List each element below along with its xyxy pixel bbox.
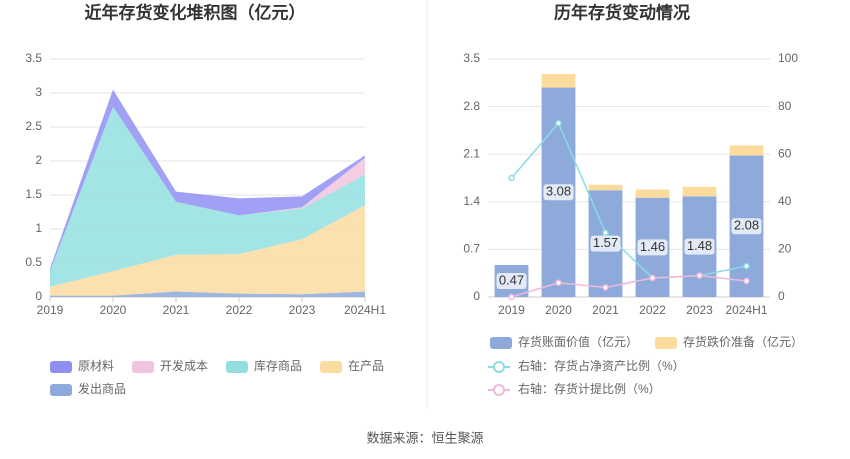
x-tick-label: 2022 [639, 303, 666, 317]
x-tick-label: 2019 [498, 303, 525, 317]
label-bg [590, 235, 621, 252]
legend-label: 右轴：存货占净资产比例（%） [518, 358, 685, 373]
y-tick-label: 3 [35, 85, 42, 99]
label-bg [731, 218, 762, 235]
x-tick-label: 2023 [289, 303, 316, 317]
x-tick-label: 2020 [100, 303, 127, 317]
bar [729, 145, 764, 156]
area [50, 291, 365, 297]
x-tick-label: 2023 [686, 303, 713, 317]
x-tick-label: 2024H1 [725, 303, 767, 317]
legend-swatch [226, 361, 248, 373]
y2-tick-label: 100 [778, 51, 798, 65]
label-bg [496, 273, 527, 289]
legend-label: 库存商品 [254, 358, 302, 373]
line [510, 121, 747, 279]
line-marker [555, 120, 562, 127]
bar [682, 186, 717, 197]
y-tick-label: 1 [35, 221, 42, 235]
y-tick-label: 0.5 [25, 255, 42, 269]
line-marker [508, 174, 515, 182]
chart-title: 历年存货变动情况 [554, 2, 690, 22]
legend-swatch [50, 384, 72, 396]
data-label: 3.08 [546, 184, 571, 199]
y-tick-label: 2.8 [463, 99, 480, 113]
label-bg [543, 184, 574, 201]
y-tick-label: 2 [35, 153, 42, 167]
y-tick-label: 0 [35, 289, 42, 303]
data-label: 0.47 [499, 272, 524, 287]
y2-tick-label: 80 [778, 99, 792, 113]
legend-marker [493, 361, 505, 373]
y2-tick-label: 60 [778, 146, 792, 160]
data-label: 1.46 [640, 239, 665, 254]
legend-label: 开发成本 [160, 358, 208, 373]
legend-swatch [490, 337, 512, 349]
x-tick-label: 2021 [163, 303, 190, 317]
x-tick-label: 2022 [226, 303, 253, 317]
y2-tick-label: 20 [778, 242, 792, 256]
area [50, 106, 365, 287]
bar [635, 189, 670, 198]
data-label: 2.08 [734, 218, 759, 233]
x-tick-label: 2020 [545, 303, 572, 317]
line [511, 274, 747, 298]
legend-label: 原材料 [78, 359, 114, 373]
legend-label: 存货跌价准备（亿元） [683, 334, 803, 349]
line-marker [508, 293, 515, 301]
legend-label: 右轴：存货计提比例（%） [518, 381, 661, 396]
chart-title: 近年存货变化堆积图（亿元） [85, 2, 306, 22]
x-tick-label: 2024H1 [344, 303, 386, 317]
y2-tick-label: 0 [778, 289, 785, 303]
source: 数据来源：恒生聚源 [366, 430, 483, 445]
y-tick-label: 1.4 [463, 194, 480, 208]
x-tick-label: 2021 [592, 303, 619, 317]
y-tick-label: 1.5 [25, 187, 42, 201]
label-bg [637, 239, 668, 256]
legend-swatch [320, 361, 342, 373]
y-tick-label: 3.5 [25, 51, 42, 65]
line-marker [602, 284, 609, 291]
line-marker [743, 262, 750, 270]
line-marker [696, 272, 703, 279]
bar [541, 73, 576, 88]
x-tick-label: 2019 [37, 303, 64, 317]
line-marker [649, 274, 656, 282]
legend-swatch [132, 361, 154, 373]
line-marker [743, 277, 750, 285]
line-marker [555, 279, 562, 286]
legend-label: 存货账面价值（亿元） [518, 334, 638, 349]
bar [588, 184, 623, 191]
area [50, 205, 365, 296]
legend-label: 发出商品 [78, 381, 126, 396]
y-tick-label: 2.5 [25, 119, 42, 133]
data-label: 1.57 [593, 235, 618, 250]
legend-swatch [50, 361, 72, 373]
y-tick-label: 0 [473, 289, 480, 303]
label-bg [684, 238, 715, 255]
y2-tick-label: 40 [778, 194, 792, 208]
data-label: 1.48 [687, 238, 712, 253]
y-tick-label: 3.5 [463, 51, 480, 65]
y-tick-label: 2.1 [463, 146, 480, 160]
legend-swatch [655, 337, 677, 349]
line-marker [602, 229, 609, 236]
y-tick-label: 0.7 [463, 242, 480, 256]
legend-label: 在产品 [348, 359, 384, 373]
legend-marker [493, 384, 505, 396]
